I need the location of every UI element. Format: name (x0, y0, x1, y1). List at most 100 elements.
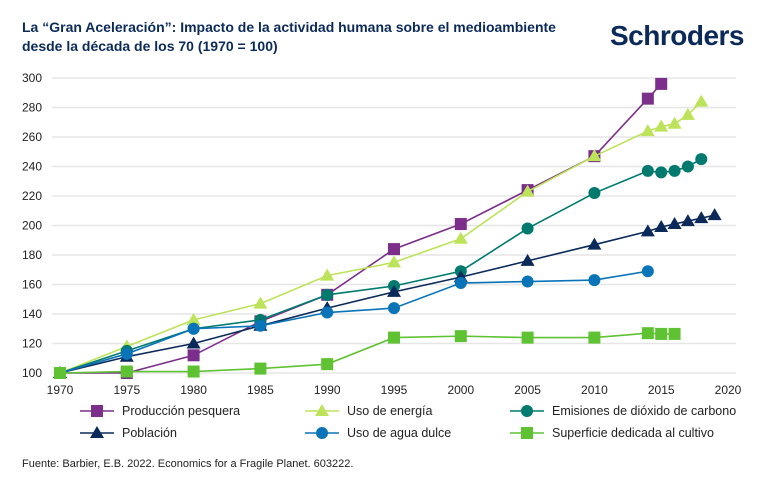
data-point (588, 331, 601, 344)
legend-item: Uso de energía (305, 404, 432, 418)
legend-label: Uso de energía (347, 404, 433, 418)
data-point (587, 149, 602, 162)
y-tick-label: 160 (22, 278, 42, 292)
data-point (321, 288, 334, 301)
data-point (655, 327, 668, 340)
data-point (388, 243, 400, 256)
legend-marker (91, 405, 103, 417)
data-point (120, 365, 133, 378)
legend-label: Superficie dedicada al cultivo (552, 426, 714, 440)
y-tick-label: 220 (22, 189, 42, 203)
legend-marker-icon (510, 427, 544, 439)
data-point (254, 362, 267, 375)
series-0 (54, 77, 668, 379)
data-point (641, 92, 654, 105)
series-line (60, 83, 662, 374)
data-point (454, 218, 467, 231)
x-tick-label: 2015 (648, 383, 675, 397)
legend-marker-icon (305, 404, 339, 416)
data-point (640, 224, 655, 237)
data-point (388, 331, 400, 344)
data-point (254, 319, 267, 332)
x-tick-label: 1995 (381, 383, 408, 397)
x-tick-label: 2010 (581, 383, 608, 397)
schroders-logo: Schroders (610, 20, 745, 51)
y-tick-label: 260 (22, 130, 42, 144)
data-point (521, 222, 534, 235)
y-tick-label: 280 (22, 101, 42, 115)
data-point (641, 164, 654, 177)
legend-marker-icon (305, 427, 339, 439)
data-point (655, 166, 668, 179)
y-tick-label: 240 (22, 160, 42, 174)
data-point (680, 107, 695, 120)
data-point (654, 119, 669, 132)
legend-item: Población (80, 426, 177, 440)
legend-marker (315, 404, 329, 416)
data-point (454, 330, 467, 343)
series-line (59, 270, 648, 374)
chart-title: La “Gran Aceleración”: Impacto de la act… (22, 18, 602, 56)
y-tick-label: 200 (22, 219, 42, 233)
legend-item: Superficie dedicada al cultivo (510, 426, 714, 440)
data-point (588, 274, 601, 287)
data-point (694, 211, 709, 224)
series-line (59, 101, 702, 374)
legend-marker (521, 405, 533, 417)
legend-label: Emisiones de dióxido de carbono (552, 404, 737, 418)
legend-marker (90, 426, 104, 438)
data-point (655, 77, 668, 90)
data-point (681, 160, 694, 173)
x-tick-label: 2020 (715, 383, 742, 397)
legend-label: Población (122, 426, 177, 440)
y-tick-label: 180 (22, 248, 42, 262)
data-point (187, 349, 200, 362)
series-5 (54, 327, 681, 379)
legend-marker (316, 427, 328, 439)
data-point (387, 284, 401, 297)
data-point (453, 231, 468, 244)
data-point (680, 214, 695, 227)
data-point (667, 217, 682, 230)
x-tick-label: 1980 (180, 383, 207, 397)
data-point (641, 265, 654, 278)
source-note: Fuente: Barbier, E.B. 2022. Economics fo… (22, 458, 354, 470)
data-point (694, 94, 709, 107)
x-tick-label: 1985 (247, 383, 274, 397)
data-point (695, 153, 708, 166)
x-tick-label: 1990 (314, 383, 341, 397)
x-tick-label: 2005 (514, 383, 541, 397)
series-line (59, 158, 702, 374)
y-tick-label: 300 (22, 71, 42, 85)
y-tick-label: 100 (22, 366, 42, 380)
data-point (521, 275, 534, 288)
data-point (54, 367, 66, 379)
data-point (388, 302, 400, 315)
y-tick-label: 140 (22, 307, 42, 321)
x-tick-label: 1975 (113, 383, 140, 397)
legend-marker-icon (80, 426, 114, 438)
data-point (668, 327, 681, 340)
legend-item: Producción pesquera (80, 404, 240, 418)
legend-marker-icon (510, 405, 544, 417)
data-point (321, 358, 334, 371)
x-tick-label: 2000 (447, 383, 474, 397)
legend-label: Producción pesquera (122, 404, 241, 418)
series-4 (54, 265, 654, 379)
legend-item: Emisiones de dióxido de carbono (510, 404, 736, 418)
data-point (187, 365, 200, 378)
title-line-1: La “Gran Aceleración”: Impacto de la act… (22, 19, 556, 35)
data-point (587, 237, 602, 250)
legend-marker (521, 427, 533, 439)
data-point (186, 312, 201, 325)
data-point (520, 253, 535, 266)
legend-item: Uso de agua dulce (305, 426, 451, 440)
data-point (640, 124, 655, 137)
data-point (668, 164, 681, 177)
series-line (59, 214, 715, 374)
data-point (321, 306, 334, 319)
legend-marker-icon (80, 405, 114, 417)
data-point (253, 296, 268, 309)
